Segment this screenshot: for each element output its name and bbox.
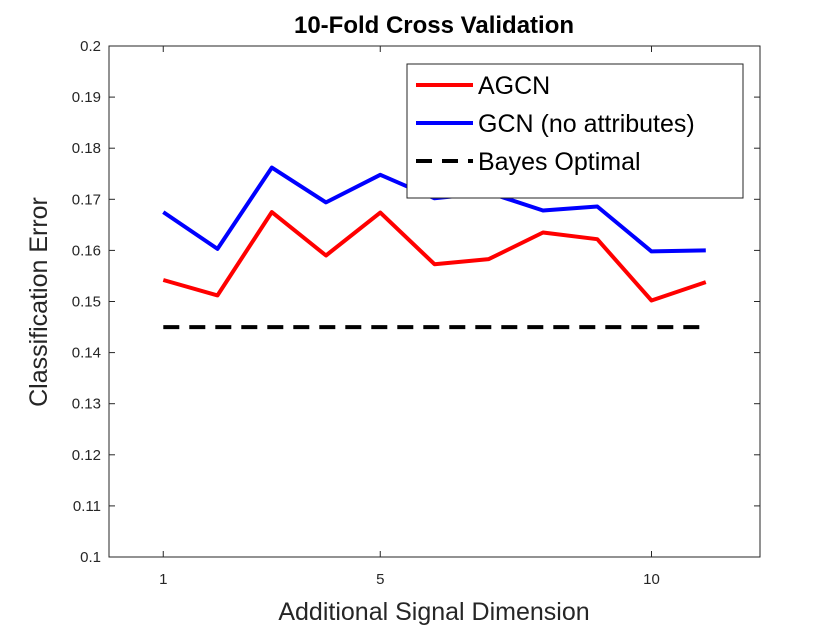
y-tick-label: 0.14	[72, 345, 101, 362]
series-line-0	[162, 210, 707, 303]
y-tick-label: 0.2	[80, 38, 101, 55]
legend: AGCN GCN (no attributes) Bayes Optimal	[406, 63, 744, 199]
y-tick-label: 0.17	[72, 191, 101, 208]
y-tick-label: 0.1	[80, 549, 101, 566]
legend-label-1: GCN (no attributes)	[478, 110, 695, 138]
y-tick-label: 0.12	[72, 447, 101, 464]
y-axis: 0.1 0.11 0.12 0.13 0.14 0.15 0.16 0.17 0.18 0.19 0…	[72, 38, 760, 566]
y-tick-label: 0.13	[72, 396, 101, 413]
x-tick-label: 5	[376, 571, 384, 588]
y-axis-label: Classification Error	[25, 197, 53, 407]
x-axis-label: Additional Signal Dimension	[278, 598, 589, 626]
legend-label-0: AGCN	[478, 72, 550, 100]
x-tick-label: 10	[643, 571, 660, 588]
x-axis: 1 5 10	[159, 46, 660, 588]
chart-title: 10-Fold Cross Validation	[294, 12, 574, 39]
y-tick-label: 0.19	[72, 89, 101, 106]
y-tick-label: 0.11	[73, 498, 101, 515]
x-tick-label: 1	[159, 571, 167, 588]
y-tick-label: 0.16	[72, 242, 101, 259]
y-tick-label: 0.18	[72, 140, 101, 157]
y-tick-label: 0.15	[72, 294, 101, 311]
legend-label-2: Bayes Optimal	[478, 148, 641, 176]
